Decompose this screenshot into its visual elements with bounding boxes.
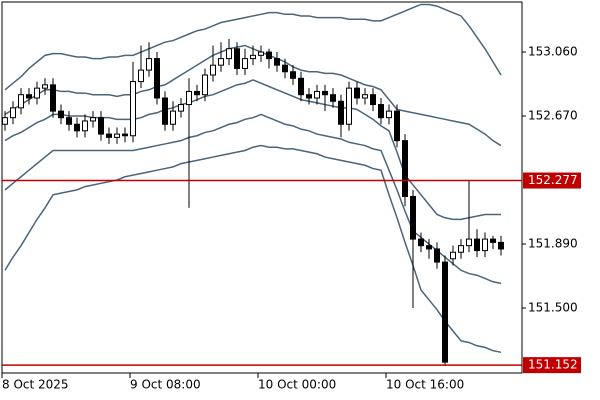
candle-body — [378, 104, 384, 119]
candle-body — [346, 87, 352, 125]
candle-body — [210, 64, 216, 76]
candle-body — [394, 110, 400, 142]
candle-body — [498, 241, 504, 250]
plot-frame — [1, 1, 523, 374]
candle-body — [90, 117, 96, 122]
candle-body — [402, 140, 408, 197]
price-label-box — [523, 357, 581, 374]
candle-body — [482, 238, 488, 252]
x-tick-label: 8 Oct 2025 — [2, 378, 69, 392]
candle-body — [162, 97, 168, 125]
candle-body — [42, 84, 48, 89]
candle-body — [418, 238, 424, 247]
price-label-box — [523, 172, 581, 189]
candle-body — [26, 94, 32, 99]
candle-body — [290, 71, 296, 79]
candle-body — [370, 94, 376, 106]
band-line — [4, 3, 502, 91]
candle-body — [226, 48, 232, 60]
candle-body — [330, 94, 336, 102]
candle-body — [258, 51, 264, 56]
candle-body — [10, 107, 16, 119]
band-line — [4, 113, 502, 285]
y-tick-label: 152.670 — [528, 109, 578, 123]
candle-body — [298, 77, 304, 96]
candle-body — [354, 87, 360, 99]
candle-body — [314, 90, 320, 99]
candle-body — [170, 110, 176, 125]
candle-body — [466, 238, 472, 247]
candle-body — [58, 110, 64, 119]
candle-body — [194, 90, 200, 96]
price-label: 152.277 — [528, 173, 578, 187]
candle-body — [74, 123, 80, 132]
candle-body — [442, 261, 448, 363]
candle-body — [218, 58, 224, 66]
candle-body — [154, 58, 160, 99]
candle-body — [250, 54, 256, 60]
candle-body — [306, 94, 312, 99]
candle-body — [178, 104, 184, 112]
candle-body — [410, 195, 416, 240]
candle-body — [274, 58, 280, 66]
candle-body — [322, 90, 328, 96]
price-label: 151.152 — [528, 358, 578, 372]
candle-body — [450, 251, 456, 260]
candle-body — [282, 64, 288, 73]
candle-body — [234, 48, 240, 69]
candle-body — [122, 133, 128, 137]
candle-body — [386, 110, 392, 119]
y-tick-label: 151.500 — [528, 301, 578, 315]
candle-body — [362, 94, 368, 99]
candle-body — [98, 117, 104, 135]
candle-body — [106, 133, 112, 138]
x-tick-label: 10 Oct 00:00 — [258, 378, 336, 392]
candle-body — [2, 117, 8, 125]
candle-body — [434, 248, 440, 263]
y-tick-label: 153.060 — [528, 45, 578, 59]
candle-body — [266, 51, 272, 60]
candle-body — [18, 94, 24, 109]
band-line — [4, 79, 501, 221]
candle-body — [130, 81, 136, 137]
candle-body — [490, 238, 496, 243]
candle-body — [458, 245, 464, 253]
candle-body — [82, 120, 88, 132]
candle-body — [474, 238, 480, 252]
x-tick-label: 10 Oct 16:00 — [386, 378, 464, 392]
candle-body — [138, 69, 144, 83]
candle-body — [66, 117, 72, 125]
candle-body — [50, 84, 56, 112]
candle-body — [202, 74, 208, 96]
candle-body — [242, 58, 248, 69]
candle-body — [186, 90, 192, 106]
y-tick-label: 151.890 — [528, 237, 578, 251]
candle-body — [146, 58, 152, 71]
candle-body — [34, 87, 40, 99]
x-tick-label: 9 Oct 08:00 — [130, 378, 201, 392]
candle-body — [114, 133, 120, 138]
band-line — [4, 144, 502, 354]
candle-body — [426, 245, 432, 250]
candle-body — [338, 100, 344, 125]
